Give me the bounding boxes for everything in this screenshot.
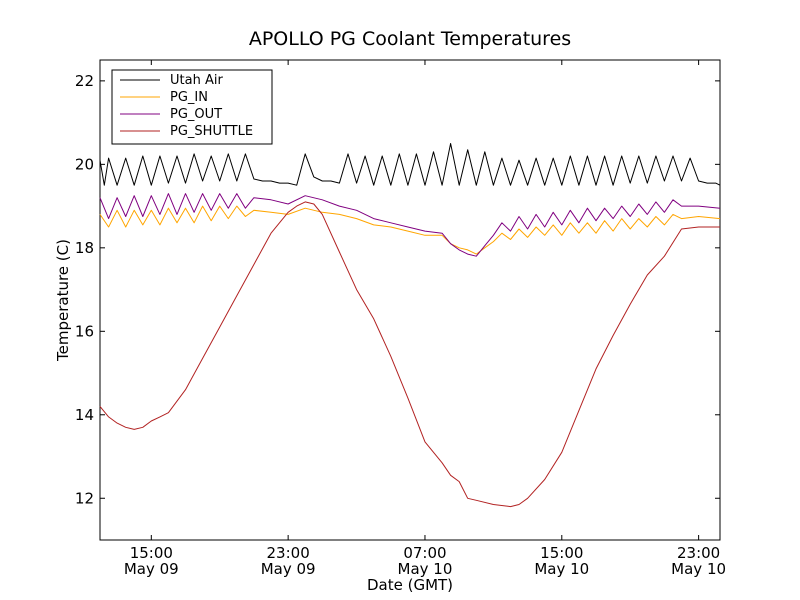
series-line-pg-in [99, 205, 721, 255]
series-line-pg-shuttle [99, 201, 720, 508]
y-tick-label: 16 [75, 322, 94, 340]
legend-label-utah-air: Utah Air [170, 73, 223, 88]
y-tick-label: 14 [75, 406, 94, 424]
y-tick-label: 12 [75, 489, 94, 507]
x-tick-date-label: May 10 [671, 560, 726, 578]
series-line-utah-air [99, 143, 721, 186]
y-tick-label: 22 [75, 72, 94, 90]
y-axis-label: Temperature (C) [54, 239, 72, 362]
series-line-pg-out [99, 193, 721, 257]
x-axis-label: Date (GMT) [367, 576, 453, 594]
legend-label-pg-shuttle: PG_SHUTTLE [170, 124, 253, 139]
x-tick-time-label: 15:00 [540, 544, 583, 562]
x-tick-time-label: 07:00 [403, 544, 446, 562]
x-tick-date-label: May 10 [534, 560, 589, 578]
chart-title: APOLLO PG Coolant Temperatures [249, 28, 571, 50]
x-tick-time-label: 15:00 [130, 544, 173, 562]
legend-label-pg-out: PG_OUT [170, 107, 222, 122]
x-tick-date-label: May 09 [261, 560, 316, 578]
legend-label-pg-in: PG_IN [170, 90, 208, 105]
y-tick-label: 20 [75, 155, 94, 173]
series-lines [99, 143, 721, 508]
x-tick-date-label: May 09 [124, 560, 179, 578]
x-tick-date-label: May 10 [398, 560, 453, 578]
legend-box [111, 69, 273, 145]
x-tick-time-label: 23:00 [267, 544, 310, 562]
y-tick-label: 18 [75, 239, 94, 257]
legend: Utah Air PG_IN PG_OUT PG_SHUTTLE [111, 69, 273, 145]
x-tick-time-label: 23:00 [677, 544, 720, 562]
